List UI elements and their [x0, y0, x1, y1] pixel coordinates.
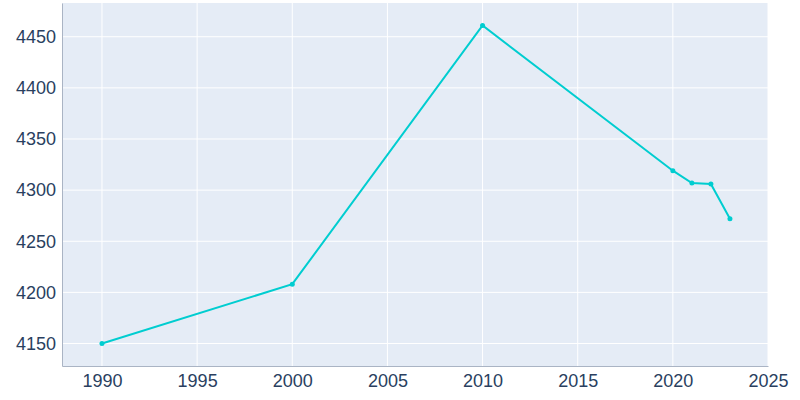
x-axis-tick: 2020 — [653, 366, 693, 391]
grid-line-y — [62, 190, 768, 191]
marker — [689, 180, 694, 185]
x-axis-tick-label: 2000 — [273, 371, 313, 391]
grid-line-y — [62, 138, 768, 139]
grid-line-x — [292, 3, 293, 366]
y-axis: 4150 4200 4250 4300 4350 4400 4450 — [16, 4, 63, 367]
y-axis-tick-label: 4300 — [16, 180, 56, 200]
plot-background — [62, 3, 768, 366]
x-axis-tick-label: 2020 — [653, 371, 693, 391]
y-axis-tick: 4400 — [16, 78, 62, 98]
plot: 1990 1995 2000 2005 2010 2015 2020 2025 4150 4200… — [16, 3, 789, 391]
x-axis-line — [63, 366, 769, 367]
marker — [670, 168, 675, 173]
x-axis-tick: 2010 — [463, 366, 503, 391]
grid-line-x — [672, 3, 673, 366]
grid-line-y — [62, 241, 768, 242]
grid-line-y — [62, 292, 768, 293]
y-axis-tick-label: 4350 — [16, 129, 56, 149]
x-axis-tick: 2015 — [558, 366, 598, 391]
marker — [708, 181, 713, 186]
x-axis-tick: 2025 — [748, 366, 788, 391]
y-axis-tick: 4350 — [16, 129, 62, 149]
x-axis-tick-label: 2010 — [463, 371, 503, 391]
x-axis-tick: 1995 — [178, 366, 218, 391]
y-axis-tick-label: 4200 — [16, 283, 56, 303]
y-axis-tick-label: 4150 — [16, 334, 56, 354]
grid-line-x — [387, 3, 388, 366]
x-axis-tick-label: 2015 — [558, 371, 598, 391]
marker — [99, 341, 104, 346]
x-axis-tick-label: 1990 — [82, 371, 122, 391]
marker — [290, 282, 295, 287]
grid-line-x — [577, 3, 578, 366]
grid-line-y — [62, 343, 768, 344]
x-axis-tick: 1990 — [82, 366, 122, 391]
grid-line-x — [101, 3, 102, 366]
grid-line-y — [62, 87, 768, 88]
x-axis-tick: 2005 — [368, 366, 408, 391]
x-axis: 1990 1995 2000 2005 2010 2015 2020 2025 — [63, 366, 789, 391]
y-axis-tick-label: 4400 — [16, 78, 56, 98]
y-axis-tick-label: 4450 — [16, 27, 56, 47]
grid — [62, 3, 768, 366]
x-axis-tick-label: 2025 — [748, 371, 788, 391]
marker — [480, 23, 485, 28]
grid-line-x — [197, 3, 198, 366]
x-axis-tick-label: 2005 — [368, 371, 408, 391]
y-axis-tick: 4300 — [16, 180, 62, 200]
y-axis-tick: 4200 — [16, 283, 62, 303]
y-axis-tick: 4150 — [16, 334, 62, 354]
grid-line-x — [482, 3, 483, 366]
x-axis-tick: 2000 — [273, 366, 313, 391]
y-axis-tick: 4250 — [16, 232, 62, 252]
y-axis-tick: 4450 — [16, 27, 62, 47]
chart: 1990 1995 2000 2005 2010 2015 2020 2025 4150 4200… — [0, 0, 800, 400]
series — [99, 23, 732, 346]
x-axis-tick-label: 1995 — [178, 371, 218, 391]
y-axis-line — [62, 4, 63, 367]
line — [102, 25, 730, 343]
y-axis-tick-label: 4250 — [16, 232, 56, 252]
grid-line-y — [62, 36, 768, 37]
marker — [727, 216, 732, 221]
grid-line-x — [768, 3, 769, 366]
